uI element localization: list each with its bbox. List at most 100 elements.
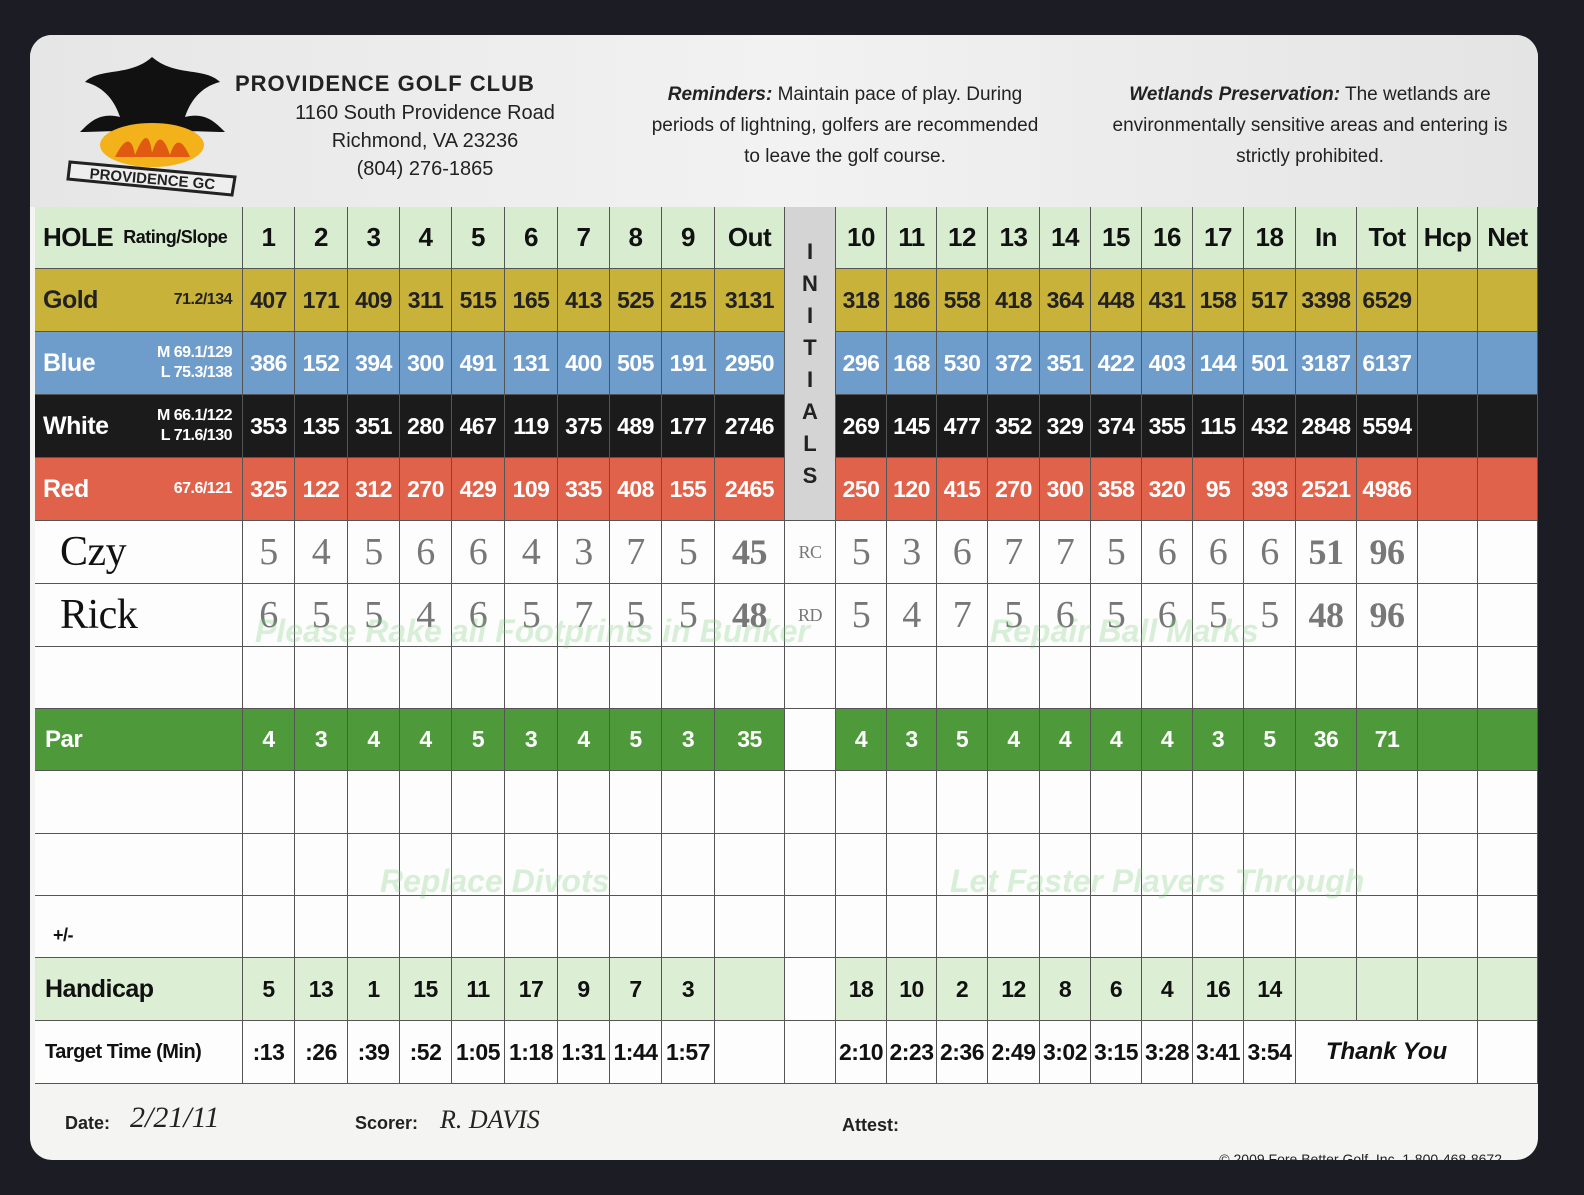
empty-cell <box>988 834 1040 896</box>
score-cell: 4 <box>558 709 610 771</box>
score-cell: 2:23 <box>887 1021 937 1084</box>
score-cell: 7 <box>610 958 662 1021</box>
empty-cell <box>887 647 937 709</box>
date-label: Date: <box>65 1113 111 1133</box>
empty-cell <box>452 771 505 834</box>
reminders-text: Maintain pace of play. During periods of… <box>651 84 1039 167</box>
club-name: PROVIDENCE GOLF CLUB <box>235 71 535 96</box>
score-cell: 5 <box>662 521 715 584</box>
score-cell: 6 <box>1244 521 1296 584</box>
reminders-label: Reminders: <box>667 84 773 105</box>
empty-cell <box>558 834 610 896</box>
empty-cell <box>1193 771 1244 834</box>
hole-number: 15 <box>1091 207 1142 269</box>
out-cell: 35 <box>715 709 785 771</box>
tot-cell: 6137 <box>1357 332 1418 395</box>
tot-cell: 96 <box>1357 584 1418 647</box>
score-cell: 422 <box>1091 332 1142 395</box>
score-cell: 6 <box>400 521 452 584</box>
score-cell: 7 <box>610 521 662 584</box>
score-cell: 2:10 <box>836 1021 887 1084</box>
score-cell: 4 <box>243 709 295 771</box>
score-cell: 5 <box>937 709 988 771</box>
score-cell: 296 <box>836 332 887 395</box>
score-cell: :26 <box>295 1021 348 1084</box>
rating-line: L 71.6/130 <box>160 427 233 444</box>
rating-line: 67.6/121 <box>173 480 233 497</box>
empty-cell <box>295 896 348 958</box>
empty-cell <box>887 771 937 834</box>
score-cell: 3 <box>887 709 937 771</box>
out-cell: 3131 <box>715 269 785 332</box>
hcp-cell <box>1418 269 1478 332</box>
hole-number: 10 <box>836 207 887 269</box>
empty-cell <box>937 771 988 834</box>
empty-cell <box>1142 834 1193 896</box>
copyright: © 2009 Fore Better Golf, Inc. 1-800-468-… <box>1219 1151 1502 1160</box>
score-cell: 4 <box>988 709 1040 771</box>
empty-cell <box>1244 896 1296 958</box>
hcp-cell <box>1418 709 1478 771</box>
score-cell: 122 <box>295 458 348 521</box>
score-cell: 409 <box>348 269 400 332</box>
empty-cell <box>348 647 400 709</box>
empty-cell <box>1142 647 1193 709</box>
score-cell: 5 <box>348 521 400 584</box>
score-cell: 4 <box>1142 709 1193 771</box>
hole-number: 7 <box>558 207 610 269</box>
score-cell: 1:57 <box>662 1021 715 1084</box>
score-cell: 1:18 <box>505 1021 558 1084</box>
out-cell <box>715 647 785 709</box>
score-cell: 3:15 <box>1091 1021 1142 1084</box>
score-cell: 467 <box>452 395 505 458</box>
initials-cell <box>785 896 836 958</box>
score-cell: 4 <box>400 584 452 647</box>
tee-name: Blue <box>43 348 96 377</box>
score-cell: 5 <box>452 709 505 771</box>
score-cell: 5 <box>836 584 887 647</box>
score-cell: 525 <box>610 269 662 332</box>
score-cell: 386 <box>243 332 295 395</box>
hole-number: 13 <box>988 207 1040 269</box>
score-cell: 5 <box>610 584 662 647</box>
score-cell: 3 <box>887 521 937 584</box>
score-cell: 530 <box>937 332 988 395</box>
score-cell: 335 <box>558 458 610 521</box>
hole-number: 5 <box>452 207 505 269</box>
score-cell: 431 <box>1142 269 1193 332</box>
score-cell: 3:54 <box>1244 1021 1296 1084</box>
initials-label: INITIALS <box>802 238 818 488</box>
score-cell: 408 <box>610 458 662 521</box>
score-cell: 3:28 <box>1142 1021 1193 1084</box>
net-cell <box>1478 958 1538 1021</box>
score-cell: 5 <box>1091 521 1142 584</box>
empty-cell <box>887 834 937 896</box>
empty-cell <box>662 647 715 709</box>
empty-cell <box>243 834 295 896</box>
score-cell: 351 <box>348 395 400 458</box>
row-label <box>35 647 243 709</box>
empty-cell <box>505 834 558 896</box>
empty-cell <box>610 647 662 709</box>
empty-cell <box>1244 647 1296 709</box>
score-cell: 12 <box>988 958 1040 1021</box>
net-cell <box>1478 584 1538 647</box>
score-cell: 355 <box>1142 395 1193 458</box>
empty-cell <box>887 896 937 958</box>
score-cell: 515 <box>452 269 505 332</box>
score-cell: 7 <box>988 521 1040 584</box>
hole-number: 6 <box>505 207 558 269</box>
rating-line: 71.2/134 <box>173 291 233 308</box>
empty-cell <box>452 896 505 958</box>
empty-cell <box>243 771 295 834</box>
score-cell: 429 <box>452 458 505 521</box>
empty-cell <box>1244 834 1296 896</box>
reminders: Reminders: Maintain pace of play. During… <box>645 79 1045 172</box>
hole-number: 3 <box>348 207 400 269</box>
initials-column: INITIALS <box>785 207 836 521</box>
score-cell: 2:36 <box>937 1021 988 1084</box>
empty-cell <box>505 896 558 958</box>
score-cell: 135 <box>295 395 348 458</box>
score-cell: 6 <box>937 521 988 584</box>
score-cell: 9 <box>558 958 610 1021</box>
